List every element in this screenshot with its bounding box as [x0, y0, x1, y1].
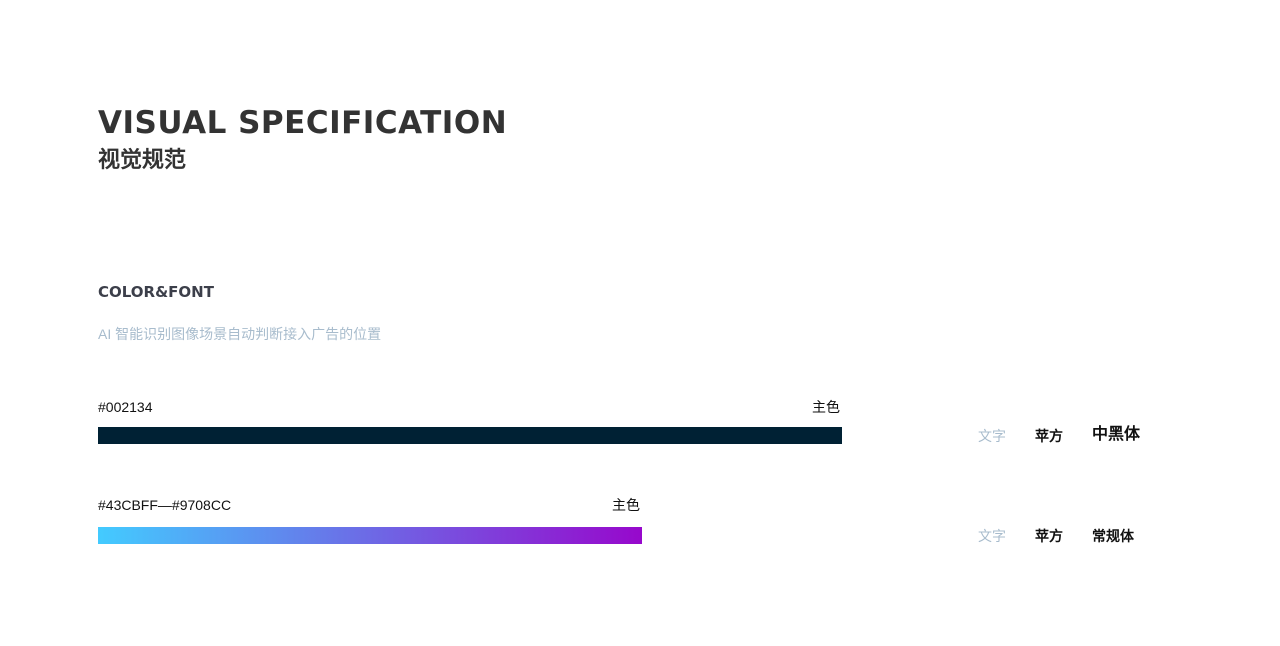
section-title: COLOR&FONT — [98, 283, 214, 301]
font-family-name: 苹方 — [1035, 428, 1063, 444]
color-swatch-bar — [98, 427, 842, 444]
color-role-label: 主色 — [812, 399, 840, 415]
color-code-label: #002134 — [98, 399, 153, 415]
page-title-cn: 视觉规范 — [98, 148, 187, 173]
font-family-name: 苹方 — [1035, 528, 1063, 544]
font-weight-name: 常规体 — [1092, 528, 1134, 544]
color-code-label: #43CBFF—#9708CC — [98, 497, 232, 513]
font-weight-name: 中黑体 — [1092, 426, 1141, 443]
font-sample-label: 文字 — [978, 528, 1006, 544]
font-sample-label: 文字 — [978, 428, 1006, 444]
gradient-swatch-bar — [98, 527, 642, 544]
section-subtitle: AI 智能识别图像场景自动判断接入广告的位置 — [98, 326, 382, 342]
color-role-label: 主色 — [612, 497, 640, 513]
page-title: VISUAL SPECIFICATION — [98, 105, 508, 141]
